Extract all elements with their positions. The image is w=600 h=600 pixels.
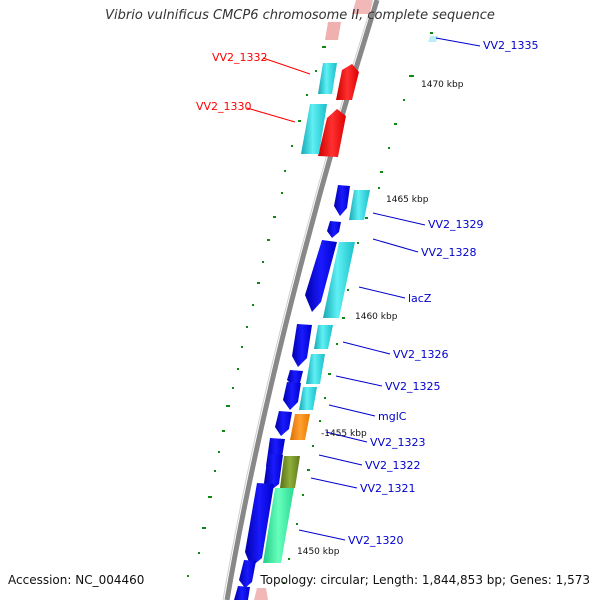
- chromosome-backbone: [224, 0, 380, 600]
- cds-track-outer: [263, 22, 438, 563]
- gene-arrow-mglc: [283, 382, 301, 410]
- gene-label-vv2-1335[interactable]: VV2_1335: [483, 39, 539, 52]
- topology-label: Topology: circular; Length: 1,844,853 bp…: [260, 573, 590, 587]
- gene-arrow-vv2-1332: [336, 64, 359, 100]
- tick-label: 1465 kbp: [386, 195, 429, 205]
- gene-label-vv2-1326[interactable]: VV2_1326: [393, 348, 449, 361]
- gene-arrow-vv2-1335: [352, 0, 372, 14]
- gene-arrow-vv2-1329: [334, 185, 350, 216]
- gene-label-mglc[interactable]: mglC: [378, 410, 407, 423]
- gene-label-vv2-1320[interactable]: VV2_1320: [348, 534, 404, 547]
- gene-arrow-vv2-1326: [292, 324, 312, 367]
- gene-label-vv2-1323[interactable]: VV2_1323: [370, 436, 426, 449]
- accession-label: Accession: NC_004460: [8, 573, 145, 587]
- gene-arrow-vv2-1320: [245, 483, 274, 567]
- gene-label-vv2-1332[interactable]: VV2_1332: [212, 51, 268, 64]
- gene-arrow-vv2-1321: [264, 454, 283, 491]
- forward-strand-features: [254, 0, 372, 600]
- reverse-strand-features: [234, 185, 350, 600]
- coordinate-ticks: 1470 kbp 1465 kbp 1460 kbp -1455 kbp 145…: [297, 80, 464, 557]
- map-title: Vibrio vulnificus CMCP6 chromosome II, c…: [105, 8, 495, 23]
- gene-arrow-lacz: [305, 240, 337, 312]
- gene-label-vv2-1328[interactable]: VV2_1328: [421, 246, 477, 259]
- gene-label-vv2-1321[interactable]: VV2_1321: [360, 482, 416, 495]
- gene-label-vv2-1329[interactable]: VV2_1329: [428, 218, 484, 231]
- gene-arrow-vv2-1325: [287, 370, 303, 386]
- tick-label: 1470 kbp: [421, 80, 464, 90]
- gc-content-track: [283, 32, 433, 584]
- gene-arrow-vv2-1330: [318, 109, 346, 157]
- gene-label-vv2-1322[interactable]: VV2_1322: [365, 459, 421, 472]
- tick-label: 1460 kbp: [355, 312, 398, 322]
- gc-skew-track: [187, 46, 326, 577]
- tick-label: 1450 kbp: [297, 547, 340, 557]
- gene-arrow-vv2-1328: [327, 221, 341, 238]
- gene-labels: VV2_1335 VV2_1332 VV2_1330 VV2_1329 VV2_…: [196, 39, 539, 547]
- gene-label-lacz[interactable]: lacZ: [408, 292, 432, 305]
- tick-label: -1455 kbp: [321, 429, 367, 439]
- cds-track-inner: [301, 63, 337, 154]
- gene-arrow-vv2-1323: [275, 411, 292, 436]
- gene-label-vv2-1325[interactable]: VV2_1325: [385, 380, 441, 393]
- label-leaders: [246, 37, 481, 541]
- gene-label-vv2-1330[interactable]: VV2_1330: [196, 100, 252, 113]
